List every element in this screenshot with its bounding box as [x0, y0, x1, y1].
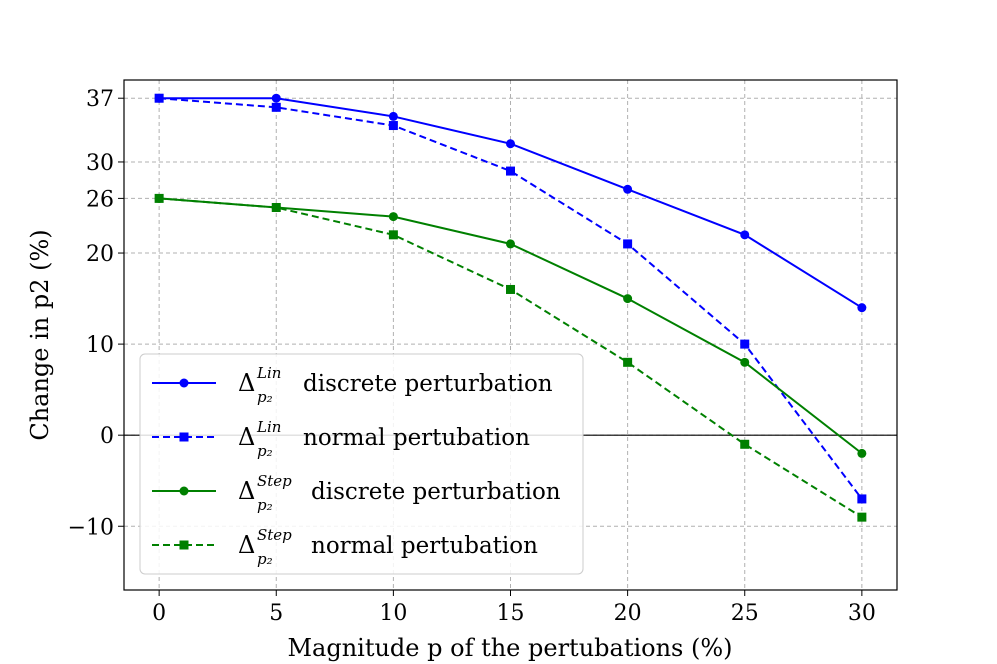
legend-item-step-normal: Δ Step p₂ normal pertubation — [152, 526, 538, 568]
legend-subscript: p₂ — [257, 442, 273, 460]
data-point — [623, 357, 633, 367]
x-tick-label: 20 — [614, 601, 642, 626]
legend-delta: Δ — [238, 477, 255, 505]
data-point — [740, 339, 750, 349]
data-point — [506, 166, 515, 176]
legend-marker — [179, 432, 189, 442]
series-lin-normal — [154, 93, 867, 504]
legend-delta: Δ — [238, 423, 255, 451]
y-axis: 37 30 26 20 10 0 −10 — [68, 87, 124, 540]
legend-superscript: Step — [257, 526, 292, 544]
data-point — [506, 239, 515, 249]
x-tick-label: 5 — [269, 601, 283, 626]
data-point — [623, 294, 633, 304]
data-point — [388, 121, 398, 131]
data-point — [857, 512, 867, 522]
y-tick-label: −10 — [68, 515, 114, 540]
y-tick-label: 30 — [86, 151, 114, 176]
legend-delta: Δ — [238, 369, 255, 397]
y-tick-label: 26 — [86, 187, 114, 212]
data-point — [271, 93, 281, 103]
data-point — [388, 230, 398, 240]
legend-subscript: p₂ — [257, 550, 273, 568]
legend-marker — [179, 540, 189, 550]
y-tick-label: 20 — [86, 242, 114, 267]
data-point — [740, 357, 750, 367]
data-point — [623, 239, 633, 249]
legend-marker — [179, 486, 189, 496]
x-tick-label: 30 — [848, 601, 876, 626]
data-point — [154, 93, 164, 103]
x-tick-label: 0 — [152, 601, 166, 626]
x-axis: 0 5 10 15 20 25 30 — [152, 590, 876, 626]
data-point — [740, 230, 750, 240]
legend-item-lin-discrete: Δ Lin p₂ discrete perturbation — [152, 364, 553, 406]
legend-label: discrete perturbation — [303, 371, 553, 397]
x-tick-label: 25 — [731, 601, 759, 626]
data-point — [623, 184, 633, 194]
data-point — [857, 303, 867, 313]
legend-superscript: Lin — [256, 418, 281, 436]
legend-box — [139, 353, 584, 575]
x-tick-label: 15 — [497, 601, 525, 626]
x-axis-label: Magnitude p of the pertubations (%) — [287, 634, 732, 662]
y-tick-label: 37 — [86, 87, 114, 112]
data-point — [857, 494, 867, 504]
data-point — [388, 212, 398, 222]
data-point — [506, 284, 515, 294]
legend-subscript: p₂ — [257, 388, 273, 406]
legend-superscript: Lin — [256, 364, 281, 382]
data-point — [740, 439, 750, 449]
series-step-normal — [154, 193, 867, 522]
y-axis-label: Change in p2 (%) — [26, 229, 54, 440]
data-point — [388, 111, 398, 121]
data-point — [506, 139, 515, 149]
legend-label: normal pertubation — [311, 533, 538, 559]
data-point — [271, 203, 281, 212]
y-tick-label: 10 — [86, 333, 114, 358]
legend-marker — [179, 378, 189, 388]
data-point — [857, 448, 867, 458]
legend-label: discrete perturbation — [311, 479, 561, 505]
legend-item-lin-normal: Δ Lin p₂ normal pertubation — [152, 418, 530, 460]
series-layer — [154, 93, 867, 522]
data-point — [154, 193, 164, 203]
data-point — [271, 102, 281, 112]
legend-item-step-discrete: Δ Step p₂ discrete perturbation — [152, 472, 561, 514]
legend-superscript: Step — [257, 472, 292, 490]
y-tick-label: 0 — [100, 424, 114, 449]
legend-delta: Δ — [238, 531, 255, 559]
x-tick-label: 10 — [379, 601, 407, 626]
legend-label: normal pertubation — [303, 425, 530, 451]
legend-subscript: p₂ — [257, 496, 273, 514]
